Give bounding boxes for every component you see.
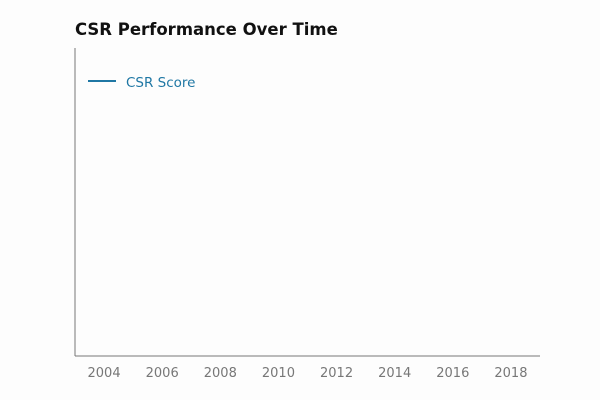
x-tick-label-2016: 2016 [436, 366, 469, 381]
x-tick-label-2012: 2012 [320, 366, 353, 381]
x-tick-labels: 2004 2006 2008 2010 2012 2014 2016 2018 [88, 366, 528, 381]
x-tick-label-2014: 2014 [378, 366, 411, 381]
chart-title: CSR Performance Over Time [75, 20, 338, 39]
x-tick-label-2010: 2010 [262, 366, 295, 381]
x-tick-label-2004: 2004 [88, 366, 121, 381]
legend-label-csr-score: CSR Score [126, 75, 195, 91]
legend: CSR Score [88, 75, 195, 91]
x-tick-label-2018: 2018 [494, 366, 527, 381]
x-tick-label-2008: 2008 [204, 366, 237, 381]
x-tick-label-2006: 2006 [146, 366, 179, 381]
